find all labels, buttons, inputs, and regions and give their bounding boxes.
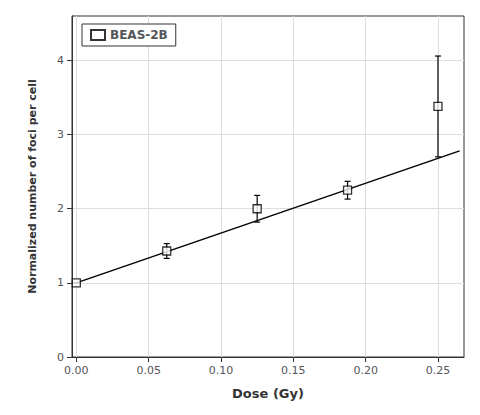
svg-text:0: 0 (57, 351, 64, 364)
svg-text:0.05: 0.05 (136, 364, 161, 377)
svg-text:0.10: 0.10 (209, 364, 234, 377)
svg-text:3: 3 (57, 128, 64, 141)
svg-text:Dose (Gy): Dose (Gy) (232, 386, 304, 401)
svg-text:0.00: 0.00 (64, 364, 89, 377)
svg-text:0.25: 0.25 (426, 364, 451, 377)
svg-text:BEAS-2B: BEAS-2B (110, 28, 168, 42)
svg-text:1: 1 (57, 276, 64, 289)
svg-text:Normalized number of foci per: Normalized number of foci per cell (26, 79, 39, 294)
svg-text:0.20: 0.20 (353, 364, 378, 377)
svg-text:4: 4 (57, 54, 64, 67)
svg-text:2: 2 (57, 202, 64, 215)
svg-text:0.15: 0.15 (281, 364, 306, 377)
